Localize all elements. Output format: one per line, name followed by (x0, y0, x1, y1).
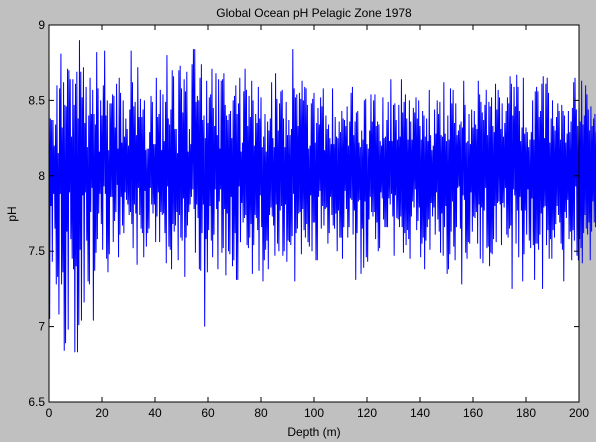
x-tick-label: 180 (516, 406, 536, 420)
y-axis-label: pH (5, 206, 19, 221)
y-tick-label: 6.5 (28, 395, 45, 409)
x-tick-label: 160 (463, 406, 483, 420)
x-tick-label: 200 (569, 406, 589, 420)
x-tick-label: 140 (410, 406, 430, 420)
x-tick-label: 0 (46, 406, 53, 420)
x-tick-label: 60 (201, 406, 215, 420)
x-tick-label: 120 (357, 406, 377, 420)
y-tick-label: 7 (38, 320, 45, 334)
plot-area (49, 25, 579, 402)
x-tick-label: 100 (304, 406, 324, 420)
y-tick-label: 8.5 (28, 93, 45, 107)
axes-box (48, 24, 580, 403)
series-line-1 (48, 40, 596, 353)
x-tick-label: 80 (254, 406, 268, 420)
x-tick-label: 40 (148, 406, 162, 420)
series-line-group (48, 40, 596, 353)
y-tick-label: 7.5 (28, 244, 45, 258)
chart-title: Global Ocean pH Pelagic Zone 1978 (216, 6, 412, 20)
y-tick-label: 9 (38, 18, 45, 32)
tick-label-group: 0 20 40 60 80 100 120 140 160 180 200 6.5 7 7.5 8 8.5 9 (28, 18, 589, 420)
x-tick-label: 20 (95, 406, 109, 420)
y-tick-label: 8 (38, 169, 45, 183)
x-axis-label: Depth (m) (287, 425, 340, 439)
